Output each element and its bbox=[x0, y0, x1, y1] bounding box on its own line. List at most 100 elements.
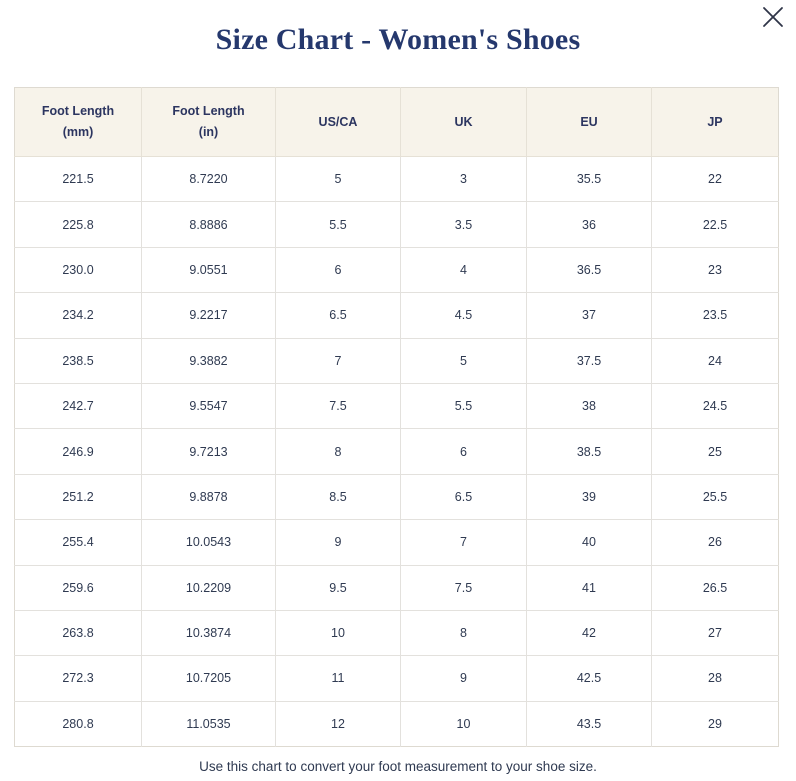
cell-foot-length-in: 9.7213 bbox=[141, 428, 276, 475]
cell-eu: 37.5 bbox=[526, 338, 652, 384]
cell-foot-length-mm: 238.5 bbox=[14, 338, 142, 384]
cell-foot-length-in: 9.2217 bbox=[141, 292, 276, 339]
cell-jp: 27 bbox=[651, 610, 779, 657]
cell-us-ca: 11 bbox=[275, 655, 401, 702]
cell-foot-length-in: 10.0543 bbox=[141, 519, 276, 566]
column-header-us-ca: US/CA bbox=[275, 87, 401, 157]
cell-eu: 40 bbox=[526, 519, 652, 566]
cell-jp: 29 bbox=[651, 701, 779, 747]
cell-eu: 38 bbox=[526, 383, 652, 430]
cell-foot-length-mm: 246.9 bbox=[14, 428, 142, 475]
table-row: 238.5 9.3882 7 5 37.5 24 bbox=[14, 338, 779, 384]
cell-us-ca: 5.5 bbox=[275, 201, 401, 248]
cell-uk: 10 bbox=[400, 701, 527, 747]
cell-uk: 4.5 bbox=[400, 292, 527, 339]
cell-uk: 3.5 bbox=[400, 201, 527, 248]
cell-us-ca: 10 bbox=[275, 610, 401, 657]
size-chart-table-wrapper: Foot Length (mm) Foot Length (in) US/CA … bbox=[14, 87, 779, 748]
cell-foot-length-mm: 230.0 bbox=[14, 247, 142, 294]
cell-us-ca: 9.5 bbox=[275, 565, 401, 611]
table-row: 242.7 9.5547 7.5 5.5 38 24.5 bbox=[14, 383, 779, 430]
cell-jp: 23.5 bbox=[651, 292, 779, 339]
cell-us-ca: 6 bbox=[275, 247, 401, 294]
cell-eu: 38.5 bbox=[526, 428, 652, 475]
table-row: 255.4 10.0543 9 7 40 26 bbox=[14, 519, 779, 566]
column-header-line1: Foot Length bbox=[172, 104, 245, 118]
cell-foot-length-mm: 225.8 bbox=[14, 201, 142, 248]
cell-foot-length-in: 10.3874 bbox=[141, 610, 276, 657]
cell-us-ca: 6.5 bbox=[275, 292, 401, 339]
column-header-uk: UK bbox=[400, 87, 527, 157]
close-icon[interactable] bbox=[756, 0, 790, 34]
column-header-foot-length-in: Foot Length (in) bbox=[141, 87, 276, 157]
cell-uk: 5.5 bbox=[400, 383, 527, 430]
cell-eu: 36.5 bbox=[526, 247, 652, 294]
cell-eu: 42.5 bbox=[526, 655, 652, 702]
cell-foot-length-mm: 263.8 bbox=[14, 610, 142, 657]
chart-footnote: Use this chart to convert your foot meas… bbox=[199, 759, 597, 774]
table-row: 221.5 8.7220 5 3 35.5 22 bbox=[14, 156, 779, 203]
cell-uk: 3 bbox=[400, 156, 527, 203]
table-body: 221.5 8.7220 5 3 35.5 22 225.8 8.8886 5.5 3.5 36 22… bbox=[14, 156, 779, 747]
cell-us-ca: 8.5 bbox=[275, 474, 401, 521]
cell-foot-length-in: 9.3882 bbox=[141, 338, 276, 384]
table-row: 246.9 9.7213 8 6 38.5 25 bbox=[14, 428, 779, 475]
cell-jp: 22.5 bbox=[651, 201, 779, 248]
cell-foot-length-mm: 234.2 bbox=[14, 292, 142, 339]
cell-us-ca: 5 bbox=[275, 156, 401, 203]
cell-foot-length-in: 10.2209 bbox=[141, 565, 276, 611]
cell-us-ca: 7 bbox=[275, 338, 401, 384]
table-row: 251.2 9.8878 8.5 6.5 39 25.5 bbox=[14, 474, 779, 521]
cell-uk: 6 bbox=[400, 428, 527, 475]
cell-us-ca: 12 bbox=[275, 701, 401, 747]
cell-foot-length-in: 10.7205 bbox=[141, 655, 276, 702]
cell-eu: 37 bbox=[526, 292, 652, 339]
cell-jp: 26 bbox=[651, 519, 779, 566]
cell-uk: 7 bbox=[400, 519, 527, 566]
cell-eu: 43.5 bbox=[526, 701, 652, 747]
cell-eu: 39 bbox=[526, 474, 652, 521]
table-row: 234.2 9.2217 6.5 4.5 37 23.5 bbox=[14, 292, 779, 339]
table-row: 230.0 9.0551 6 4 36.5 23 bbox=[14, 247, 779, 294]
size-chart-table: Foot Length (mm) Foot Length (in) US/CA … bbox=[14, 87, 779, 748]
cell-foot-length-mm: 259.6 bbox=[14, 565, 142, 611]
cell-foot-length-mm: 221.5 bbox=[14, 156, 142, 203]
cell-uk: 6.5 bbox=[400, 474, 527, 521]
cell-jp: 24.5 bbox=[651, 383, 779, 430]
cell-foot-length-mm: 251.2 bbox=[14, 474, 142, 521]
cell-foot-length-in: 9.5547 bbox=[141, 383, 276, 430]
cell-us-ca: 8 bbox=[275, 428, 401, 475]
cell-foot-length-in: 9.8878 bbox=[141, 474, 276, 521]
column-header-line1: US/CA bbox=[318, 114, 358, 129]
cell-eu: 42 bbox=[526, 610, 652, 657]
cell-uk: 9 bbox=[400, 655, 527, 702]
cell-jp: 22 bbox=[651, 156, 779, 203]
table-header-row: Foot Length (mm) Foot Length (in) US/CA … bbox=[14, 87, 779, 157]
cell-us-ca: 9 bbox=[275, 519, 401, 566]
column-header-line1: JP bbox=[707, 114, 723, 129]
close-icon-glyph bbox=[763, 7, 783, 27]
cell-eu: 41 bbox=[526, 565, 652, 611]
column-header-jp: JP bbox=[651, 87, 779, 157]
cell-uk: 7.5 bbox=[400, 565, 527, 611]
cell-us-ca: 7.5 bbox=[275, 383, 401, 430]
cell-eu: 35.5 bbox=[526, 156, 652, 203]
cell-uk: 5 bbox=[400, 338, 527, 384]
cell-foot-length-mm: 255.4 bbox=[14, 519, 142, 566]
table-row: 272.3 10.7205 11 9 42.5 28 bbox=[14, 655, 779, 702]
cell-jp: 26.5 bbox=[651, 565, 779, 611]
column-header-line2: (mm) bbox=[62, 125, 94, 139]
cell-jp: 28 bbox=[651, 655, 779, 702]
cell-jp: 24 bbox=[651, 338, 779, 384]
table-header: Foot Length (mm) Foot Length (in) US/CA … bbox=[14, 87, 779, 157]
column-header-line1: UK bbox=[454, 114, 473, 129]
cell-uk: 8 bbox=[400, 610, 527, 657]
cell-jp: 25 bbox=[651, 428, 779, 475]
cell-foot-length-mm: 272.3 bbox=[14, 655, 142, 702]
column-header-foot-length-mm: Foot Length (mm) bbox=[14, 87, 142, 157]
column-header-line2: (in) bbox=[198, 125, 219, 139]
page-title: Size Chart - Women's Shoes bbox=[215, 23, 581, 56]
cell-jp: 23 bbox=[651, 247, 779, 294]
cell-eu: 36 bbox=[526, 201, 652, 248]
